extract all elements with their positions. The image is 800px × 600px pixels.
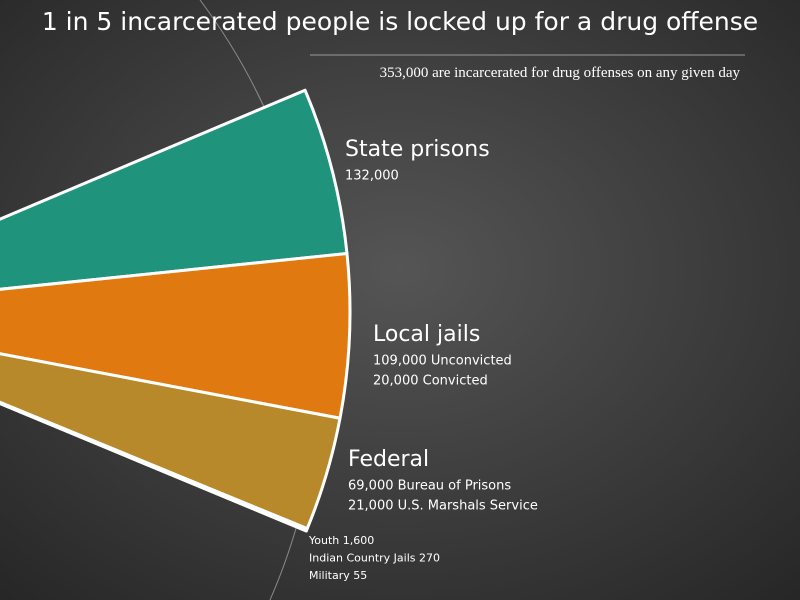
segment-value-label: 109,000 Unconvicted bbox=[373, 354, 512, 369]
pie-segment bbox=[0, 252, 352, 420]
segment-value-label: 69,000 Bureau of Prisons bbox=[348, 479, 511, 494]
pie-segment bbox=[0, 88, 349, 291]
pie-sliver bbox=[0, 401, 308, 533]
sliver-label: Youth 1,600 bbox=[308, 534, 374, 547]
segment-label: State prisons bbox=[345, 137, 490, 162]
segment-label: Local jails bbox=[373, 322, 480, 347]
sliver-label: Military 55 bbox=[309, 569, 367, 582]
segment-value-label: 21,000 U.S. Marshals Service bbox=[348, 499, 538, 514]
segment-label: Federal bbox=[348, 447, 429, 472]
segment-value-label: 20,000 Convicted bbox=[373, 374, 488, 389]
chart-title: 1 in 5 incarcerated people is locked up … bbox=[42, 7, 758, 36]
sliver-label: Indian Country Jails 270 bbox=[309, 552, 440, 565]
segment-value-label: 132,000 bbox=[345, 169, 399, 184]
chart-subtitle: 353,000 are incarcerated for drug offens… bbox=[380, 65, 741, 81]
